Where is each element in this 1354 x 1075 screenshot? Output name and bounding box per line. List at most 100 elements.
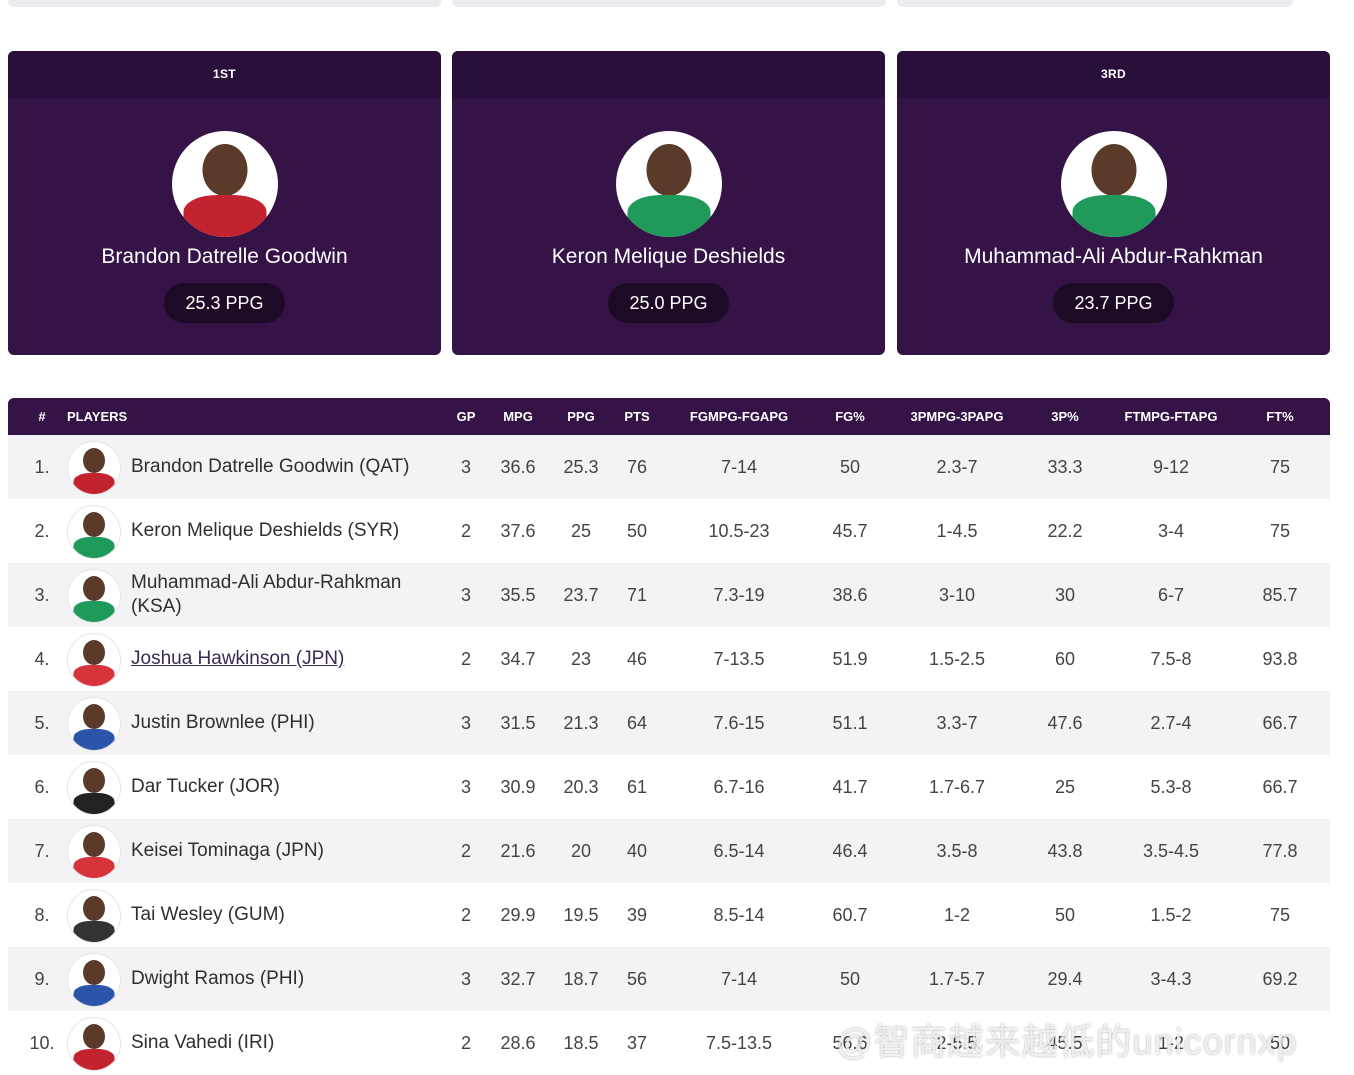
header-ppg[interactable]: PPG <box>567 409 595 424</box>
cell-mpg: 21.6 <box>500 841 536 861</box>
player-avatar <box>67 569 121 623</box>
cell-ft: 1.5-2 <box>1150 905 1192 925</box>
table-header: # PLAYERS GP MPG PPG PTS FGMPG-FGAPG FG%… <box>8 398 1330 435</box>
leader-card[interactable]: 3RD Muhammad-Ali Abdur-Rahkman 23.7 PPG <box>897 51 1330 355</box>
header-fgp[interactable]: FG% <box>835 409 865 424</box>
cell-tp: 2.3-7 <box>936 457 978 477</box>
cell-ftp: 69.2 <box>1262 969 1298 989</box>
player-name-link[interactable]: Tai Wesley (GUM) <box>131 904 285 925</box>
cell-tpp: 45.5 <box>1047 1033 1083 1053</box>
cell-ftp: 75 <box>1269 457 1291 477</box>
player-name-link[interactable]: Dwight Ramos (PHI) <box>131 968 305 989</box>
table-row: Keisei Tominaga (JPN) 7. 2 21.6 20 40 6.5-14 46… <box>8 819 1330 883</box>
player-jersey <box>627 195 710 237</box>
player-jersey <box>183 195 266 237</box>
player-name-link[interactable]: Keron Melique Deshields (SYR) <box>131 520 400 541</box>
cell-pts: 46 <box>626 649 648 669</box>
header-players[interactable]: PLAYERS <box>67 409 128 424</box>
cell-pts: 56 <box>626 969 648 989</box>
cell-fg: 8.5-14 <box>713 905 765 925</box>
cell-pts: 40 <box>626 841 648 861</box>
cell-tp: 2-5.5 <box>936 1033 978 1053</box>
cell-fg: 7.3-19 <box>713 585 765 605</box>
table-row: Dar Tucker (JOR) 6. 3 30.9 20.3 61 6.7-16 41.7 1… <box>8 755 1330 819</box>
header-gp[interactable]: GP <box>456 409 476 424</box>
cell-fgp: 56.6 <box>832 1033 868 1053</box>
cell-tpp: 33.3 <box>1047 457 1083 477</box>
cell-pts: 76 <box>626 457 648 477</box>
cell-ft: 5.3-8 <box>1150 777 1192 797</box>
strip-3 <box>897 0 1293 7</box>
player-jersey <box>73 1049 115 1070</box>
table-row: Muhammad-Ali Abdur-Rahkman (KSA) 3. 3 35.5 2… <box>8 563 1330 627</box>
cell-tp: 3-10 <box>938 585 976 605</box>
cell-gp: 3 <box>460 457 471 477</box>
cell-mpg: 35.5 <box>500 585 536 605</box>
cell-mpg: 28.6 <box>500 1033 536 1053</box>
header-mpg[interactable]: MPG <box>503 409 533 424</box>
player-avatar <box>67 889 121 943</box>
cell-pts: 50 <box>626 521 648 541</box>
player-head <box>83 704 105 729</box>
cell-num: 4. <box>34 649 50 669</box>
header-fg[interactable]: FGMPG-FGAPG <box>689 409 789 424</box>
cell-fg: 6.5-14 <box>713 841 765 861</box>
player-jersey <box>73 985 115 1006</box>
cell-tpp: 25 <box>1054 777 1076 797</box>
cell-ft: 6-7 <box>1157 585 1184 605</box>
leader-name[interactable]: Keron Melique Deshields <box>551 245 786 268</box>
player-jersey <box>73 857 115 878</box>
cell-tpp: 29.4 <box>1047 969 1083 989</box>
player-name-link[interactable]: Sina Vahedi (IRI) <box>131 1032 275 1053</box>
table-row: Keron Melique Deshields (SYR) 2. 2 37.6 25 50… <box>8 499 1330 563</box>
player-jersey <box>73 473 115 494</box>
leader-name[interactable]: Muhammad-Ali Abdur-Rahkman <box>964 245 1263 268</box>
cell-fgp: 46.4 <box>832 841 868 861</box>
strip-1 <box>8 0 441 7</box>
cell-pts: 71 <box>626 585 648 605</box>
cell-ftp: 93.8 <box>1262 649 1298 669</box>
cell-fgp: 50 <box>839 969 861 989</box>
header-ftp[interactable]: FT% <box>1266 409 1294 424</box>
player-name-link[interactable]: Joshua Hawkinson (JPN) <box>131 648 345 669</box>
leader-card[interactable]: Keron Melique Deshields 25.0 PPG <box>452 51 885 355</box>
player-name-link[interactable]: Brandon Datrelle Goodwin (QAT) <box>131 456 410 477</box>
cell-ftp: 50 <box>1269 1033 1291 1053</box>
player-jersey <box>73 601 115 622</box>
table-row: Brandon Datrelle Goodwin (QAT) 1. 3 36.6 25.… <box>8 435 1330 499</box>
cell-mpg: 34.7 <box>500 649 536 669</box>
player-name-link[interactable]: Keisei Tominaga (JPN) <box>131 840 324 861</box>
player-name-link[interactable]: Justin Brownlee (PHI) <box>131 712 315 733</box>
player-head <box>83 512 105 537</box>
player-name-link[interactable]: Dar Tucker (JOR) <box>131 776 280 797</box>
cell-fg: 7-14 <box>720 969 758 989</box>
cell-num: 9. <box>34 969 50 989</box>
player-jersey <box>73 729 115 750</box>
cell-gp: 2 <box>460 1033 471 1053</box>
cell-fg: 7.6-15 <box>713 713 765 733</box>
header-3pp[interactable]: 3P% <box>1051 409 1079 424</box>
leader-card[interactable]: 1ST Brandon Datrelle Goodwin 25.3 PPG <box>8 51 441 355</box>
cell-ft: 3.5-4.5 <box>1142 841 1200 861</box>
leader-avatar <box>1060 131 1167 237</box>
header-ft[interactable]: FTMPG-FTAPG <box>1124 409 1218 424</box>
leader-stat-badge: 25.0 PPG <box>608 283 729 323</box>
cell-tpp: 30 <box>1054 585 1076 605</box>
cell-tp: 3.3-7 <box>936 713 978 733</box>
cell-ftp: 77.8 <box>1262 841 1298 861</box>
cell-tp: 1-4.5 <box>936 521 978 541</box>
header-pts[interactable]: PTS <box>624 409 650 424</box>
cell-tpp: 50 <box>1054 905 1076 925</box>
player-avatar <box>67 825 121 879</box>
header-num[interactable]: # <box>38 409 46 424</box>
cell-fg: 10.5-23 <box>708 521 770 541</box>
cell-gp: 2 <box>460 521 471 541</box>
cell-gp: 3 <box>460 969 471 989</box>
cell-ppg: 25.3 <box>563 457 599 477</box>
leader-rank: 1ST <box>8 51 441 98</box>
table-row: Justin Brownlee (PHI) 5. 3 31.5 21.3 64 7.6-15… <box>8 691 1330 755</box>
leader-name[interactable]: Brandon Datrelle Goodwin <box>101 245 348 268</box>
player-name-link[interactable]: Muhammad-Ali Abdur-Rahkman (KSA) <box>131 572 402 617</box>
header-3p[interactable]: 3PMPG-3PAPG <box>910 409 1004 424</box>
cell-pts: 61 <box>626 777 648 797</box>
